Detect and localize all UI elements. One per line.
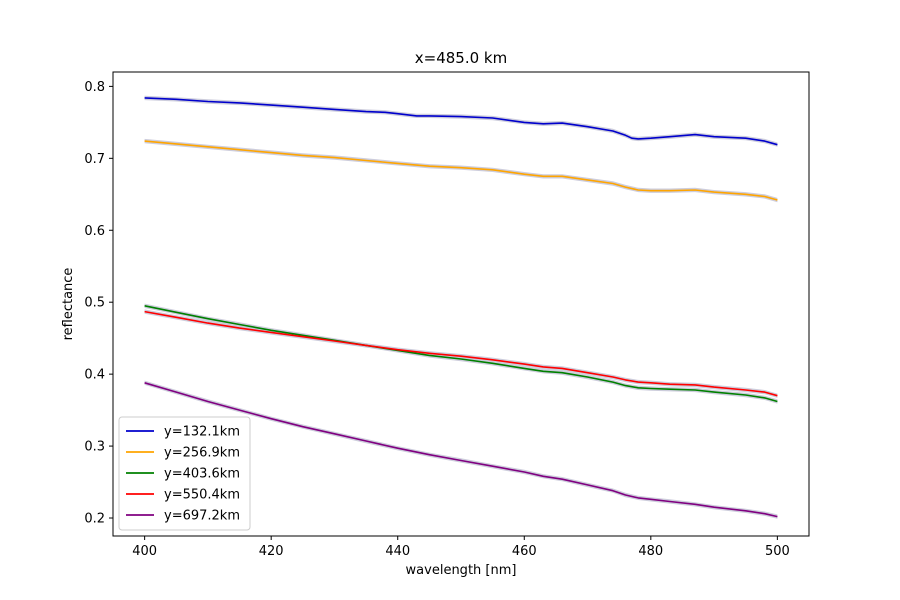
legend: y=132.1km y=256.9km y=403.6km y=550.4km y=69… bbox=[118, 416, 251, 531]
series-line-1 bbox=[144, 140, 778, 201]
legend-label: y=697.2km bbox=[164, 509, 240, 524]
legend-label: y=256.9km bbox=[164, 446, 240, 461]
x-axis: 400 420 440 460 480 500 bbox=[132, 536, 790, 559]
y-tick-label: 0.7 bbox=[84, 152, 105, 167]
x-tick-label: 500 bbox=[765, 544, 790, 559]
x-tick-label: 420 bbox=[259, 544, 284, 559]
series-line-0 bbox=[144, 97, 778, 146]
legend-label: y=403.6km bbox=[164, 467, 240, 482]
y-axis-label: reflectance bbox=[61, 268, 76, 341]
series-band-3 bbox=[144, 309, 778, 398]
series-band-0 bbox=[144, 95, 778, 147]
legend-label: y=550.4km bbox=[164, 488, 240, 503]
y-tick-label: 0.5 bbox=[84, 296, 105, 311]
legend-box bbox=[118, 416, 251, 531]
x-tick-label: 440 bbox=[385, 544, 410, 559]
x-tick-label: 480 bbox=[638, 544, 663, 559]
plot-frame bbox=[112, 71, 810, 537]
y-tick-label: 0.2 bbox=[84, 512, 105, 527]
y-axis: 0.2 0.3 0.4 0.5 0.6 0.7 0.8 bbox=[84, 80, 113, 527]
series-lines bbox=[144, 97, 778, 518]
series-line-3 bbox=[144, 310, 778, 397]
y-tick-label: 0.4 bbox=[84, 368, 105, 383]
legend-label: y=132.1km bbox=[164, 425, 240, 440]
y-tick-label: 0.3 bbox=[84, 440, 105, 455]
x-tick-label: 460 bbox=[512, 544, 537, 559]
y-tick-label: 0.6 bbox=[84, 224, 105, 239]
x-axis-label: wavelength [nm] bbox=[406, 563, 517, 578]
series-band-2 bbox=[144, 303, 778, 404]
series-line-2 bbox=[144, 305, 778, 403]
x-tick-label: 400 bbox=[132, 544, 157, 559]
series-line-4 bbox=[144, 382, 778, 518]
chart-title: x=485.0 km bbox=[415, 49, 507, 67]
y-tick-label: 0.8 bbox=[84, 80, 105, 95]
